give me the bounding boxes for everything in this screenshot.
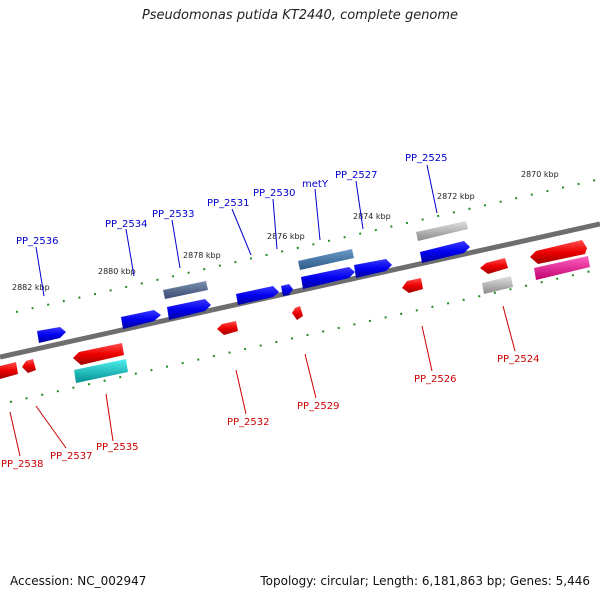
gene-metY-feature <box>298 249 354 270</box>
label-pp2525[interactable]: PP_2525 <box>405 153 448 164</box>
gene-pp2525 <box>420 241 470 263</box>
genome-backbone <box>0 221 600 360</box>
accession-text: Accession: NC_002947 <box>10 574 147 588</box>
label-metY[interactable]: metY <box>302 179 329 190</box>
label-pp2527[interactable]: PP_2527 <box>335 170 378 181</box>
gene-pp2531 <box>236 286 279 305</box>
top-strand-genes <box>37 221 470 343</box>
top-leader-lines <box>35 164 438 297</box>
gene-pp2527 <box>354 259 392 278</box>
gene-pp2530 <box>281 284 293 296</box>
label-pp2530[interactable]: PP_2530 <box>253 188 296 199</box>
bottom-strand-genes <box>0 240 590 383</box>
gene-pp2535 <box>73 343 124 365</box>
gene-pp2524 <box>480 258 508 274</box>
gene-pp2533-feature <box>163 281 208 299</box>
label-pp2532[interactable]: PP_2532 <box>227 417 270 428</box>
gene-pp2536 <box>37 327 66 343</box>
label-pp2531[interactable]: PP_2531 <box>207 198 250 209</box>
gene-pp2537 <box>22 359 36 373</box>
scale-label-2876: 2876 kbp <box>267 232 305 241</box>
label-pp2526[interactable]: PP_2526 <box>414 374 457 385</box>
gene-pp2533 <box>167 299 211 320</box>
scale-label-2878: 2878 kbp <box>183 251 221 260</box>
label-pp2535[interactable]: PP_2535 <box>96 442 139 453</box>
gene-pp2529 <box>292 306 303 320</box>
gene-red-right-top <box>530 240 587 264</box>
gene-pp2532 <box>217 321 238 335</box>
scale-label-2872: 2872 kbp <box>437 192 475 201</box>
bottom-leader-lines <box>9 305 516 457</box>
gene-pp2524-feature <box>482 276 513 294</box>
scale-label-2874: 2874 kbp <box>353 212 391 221</box>
gene-pp2526 <box>402 278 423 293</box>
label-pp2537[interactable]: PP_2537 <box>50 451 93 462</box>
label-pp2538[interactable]: PP_2538 <box>1 459 44 470</box>
gene-metY <box>301 267 355 289</box>
scale-label-2880: 2880 kbp <box>98 267 136 276</box>
scale-label-2870: 2870 kbp <box>521 170 559 179</box>
gene-pp2525-feature <box>416 221 468 241</box>
label-pp2534[interactable]: PP_2534 <box>105 219 148 230</box>
gene-pp2535-feature <box>74 359 128 383</box>
scale-label-2882: 2882 kbp <box>12 283 50 292</box>
label-pp2529[interactable]: PP_2529 <box>297 401 340 412</box>
genome-summary-text: Topology: circular; Length: 6,181,863 bp… <box>260 574 590 588</box>
label-pp2524[interactable]: PP_2524 <box>497 354 540 365</box>
gene-magenta-feature <box>534 256 590 280</box>
gene-pp2534 <box>121 310 161 329</box>
chart-title: Pseudomonas putida KT2440, complete geno… <box>141 8 459 23</box>
label-pp2536[interactable]: PP_2536 <box>16 236 59 247</box>
gene-pp2538 <box>0 362 18 379</box>
label-pp2533[interactable]: PP_2533 <box>152 209 195 220</box>
